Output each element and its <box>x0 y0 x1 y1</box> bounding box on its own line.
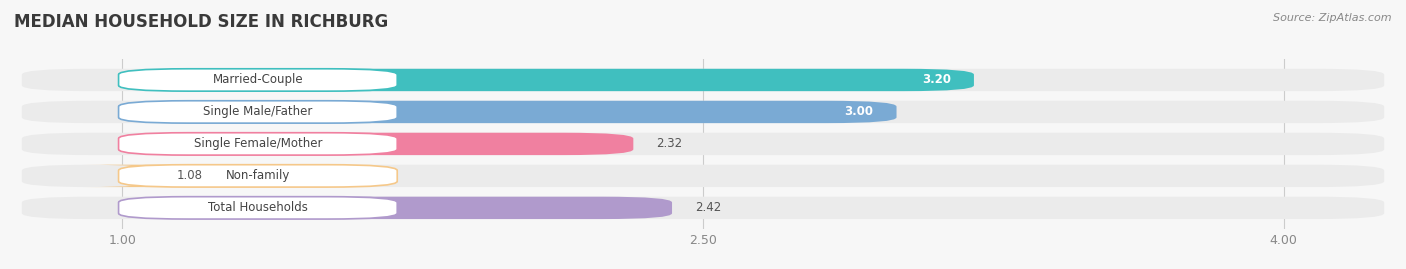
FancyBboxPatch shape <box>118 69 398 91</box>
Text: Married-Couple: Married-Couple <box>212 73 304 86</box>
FancyBboxPatch shape <box>22 165 1384 187</box>
FancyBboxPatch shape <box>122 101 897 123</box>
Text: Non-family: Non-family <box>226 169 290 182</box>
FancyBboxPatch shape <box>118 165 398 187</box>
Text: 2.42: 2.42 <box>695 201 721 214</box>
FancyBboxPatch shape <box>118 133 398 155</box>
FancyBboxPatch shape <box>118 197 398 219</box>
FancyBboxPatch shape <box>122 69 974 91</box>
Text: Single Female/Mother: Single Female/Mother <box>194 137 322 150</box>
FancyBboxPatch shape <box>118 101 398 123</box>
FancyBboxPatch shape <box>22 133 1384 155</box>
Text: Total Households: Total Households <box>208 201 308 214</box>
Text: 3.20: 3.20 <box>922 73 950 86</box>
Text: 3.00: 3.00 <box>844 105 873 118</box>
FancyBboxPatch shape <box>22 69 1384 91</box>
FancyBboxPatch shape <box>22 197 1384 219</box>
FancyBboxPatch shape <box>22 101 1384 123</box>
Text: MEDIAN HOUSEHOLD SIZE IN RICHBURG: MEDIAN HOUSEHOLD SIZE IN RICHBURG <box>14 13 388 31</box>
Text: Source: ZipAtlas.com: Source: ZipAtlas.com <box>1274 13 1392 23</box>
FancyBboxPatch shape <box>122 197 672 219</box>
Text: 2.32: 2.32 <box>657 137 683 150</box>
Text: 1.08: 1.08 <box>177 169 202 182</box>
FancyBboxPatch shape <box>122 133 633 155</box>
FancyBboxPatch shape <box>84 165 193 187</box>
Text: Single Male/Father: Single Male/Father <box>204 105 312 118</box>
